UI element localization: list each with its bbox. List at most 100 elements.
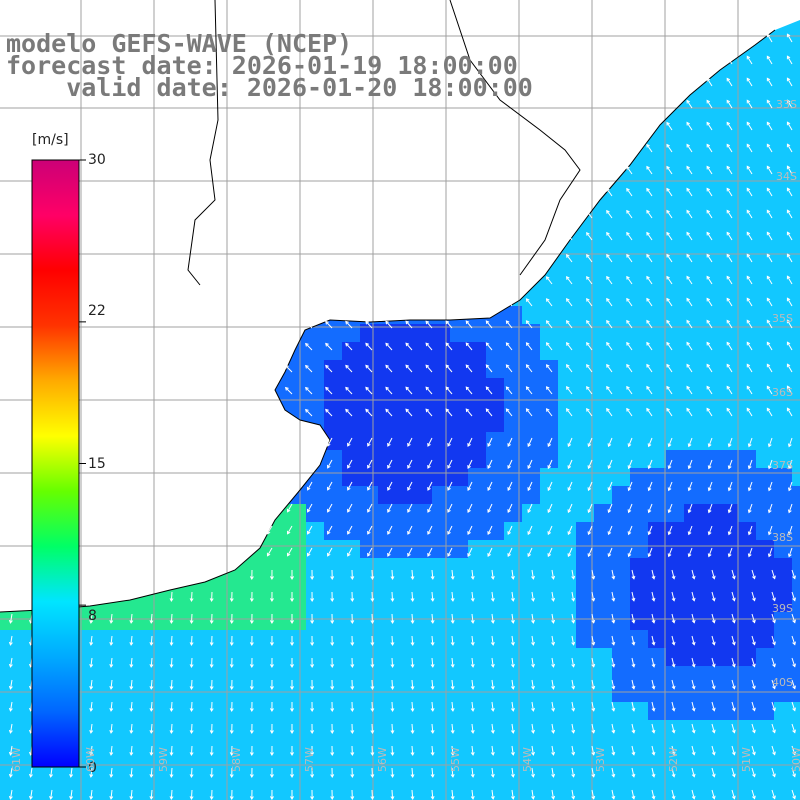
wind-arrow bbox=[190, 635, 193, 646]
wind-speed-cell bbox=[702, 648, 720, 666]
wind-speed-cell bbox=[396, 774, 414, 792]
wind-speed-cell bbox=[684, 216, 702, 234]
wind-arrow-head bbox=[410, 686, 415, 690]
wind-arrow-head bbox=[747, 465, 752, 470]
wind-arrow bbox=[691, 723, 695, 733]
wind-speed-cell bbox=[774, 306, 792, 324]
wind-arrow bbox=[411, 767, 414, 778]
wind-arrow bbox=[411, 591, 414, 602]
wind-speed-cell bbox=[522, 594, 540, 612]
wind-speed-cell bbox=[378, 792, 396, 800]
wind-speed-cell bbox=[792, 306, 800, 324]
wind-arrow bbox=[688, 481, 693, 491]
wind-arrow-head bbox=[606, 209, 610, 214]
wind-speed-cell bbox=[594, 702, 612, 720]
wind-speed-cell bbox=[522, 558, 540, 576]
wind-speed-cell bbox=[630, 270, 648, 288]
wind-speed-cell bbox=[234, 684, 252, 702]
wind-speed-cell bbox=[522, 666, 540, 684]
wind-arrow-head bbox=[325, 320, 329, 325]
wind-arrow bbox=[170, 635, 173, 646]
wind-arrow-head bbox=[571, 641, 576, 646]
wind-arrow bbox=[451, 745, 454, 756]
wind-speed-cell bbox=[486, 360, 504, 378]
wind-arrow-head bbox=[711, 729, 716, 734]
wind-speed-cell bbox=[792, 288, 800, 306]
wind-arrow-head bbox=[450, 730, 455, 734]
wind-arrow bbox=[706, 320, 713, 329]
wind-speed-cell bbox=[504, 450, 522, 468]
wind-speed-cell bbox=[486, 576, 504, 594]
wind-speed-cell bbox=[576, 774, 594, 792]
wind-arrow-head bbox=[525, 298, 530, 302]
wind-arrow-head bbox=[766, 209, 771, 214]
wind-arrow bbox=[746, 210, 753, 219]
wind-speed-cell bbox=[0, 792, 18, 800]
wind-speed-cell bbox=[324, 468, 342, 486]
wind-arrow bbox=[447, 525, 453, 535]
wind-arrow bbox=[150, 789, 153, 800]
wind-arrow-head bbox=[229, 730, 234, 734]
wind-arrow-head bbox=[607, 509, 612, 514]
wind-speed-cell bbox=[414, 342, 432, 360]
wind-speed-cell bbox=[396, 450, 414, 468]
wind-arrow-head bbox=[711, 751, 716, 756]
wind-arrow-head bbox=[430, 620, 435, 624]
wind-speed-cell bbox=[378, 432, 396, 450]
wind-speed-cell bbox=[756, 306, 774, 324]
wind-speed-cell bbox=[756, 558, 774, 576]
wind-speed-cell bbox=[108, 738, 126, 756]
wind-arrow-head bbox=[551, 685, 556, 690]
wind-speed-cell bbox=[666, 558, 684, 576]
wind-arrow-head bbox=[792, 663, 796, 668]
wind-speed-cell bbox=[108, 702, 126, 720]
wind-arrow bbox=[671, 745, 675, 755]
wind-speed-cell bbox=[594, 216, 612, 234]
wind-speed-cell bbox=[738, 234, 756, 252]
wind-arrow-head bbox=[792, 751, 796, 756]
wind-speed-cell bbox=[684, 540, 702, 558]
wind-arrow bbox=[726, 298, 733, 307]
wind-speed-cell bbox=[702, 234, 720, 252]
wind-speed-cell bbox=[468, 648, 486, 666]
wind-arrow-head bbox=[651, 663, 656, 668]
wind-arrow bbox=[90, 767, 93, 777]
wind-arrow bbox=[566, 342, 573, 351]
wind-arrow-head bbox=[430, 664, 435, 668]
wind-arrow-head bbox=[385, 386, 389, 391]
wind-arrow-head bbox=[290, 796, 294, 800]
wind-arrow bbox=[731, 569, 735, 579]
wind-arrow-head bbox=[772, 663, 776, 668]
wind-arrow-head bbox=[347, 530, 351, 535]
wind-arrow bbox=[686, 364, 693, 373]
wind-arrow bbox=[591, 767, 595, 777]
wind-arrow bbox=[631, 635, 635, 645]
lon-label: 53W bbox=[594, 747, 607, 772]
wind-speed-cell bbox=[738, 738, 756, 756]
wind-arrow-head bbox=[686, 231, 690, 236]
wind-arrow-head bbox=[410, 620, 415, 624]
wind-arrow-head bbox=[109, 752, 114, 756]
wind-arrow-head bbox=[772, 707, 776, 712]
wind-arrow bbox=[130, 635, 133, 646]
wind-speed-cell bbox=[738, 558, 756, 576]
wind-speed-cell bbox=[144, 720, 162, 738]
wind-arrow bbox=[651, 613, 655, 623]
wind-arrow-head bbox=[547, 553, 552, 558]
wind-arrow bbox=[686, 166, 693, 175]
wind-arrow bbox=[431, 789, 434, 800]
wind-arrow bbox=[9, 789, 13, 799]
wind-speed-cell bbox=[432, 522, 450, 540]
wind-arrow-head bbox=[667, 465, 672, 470]
wind-speed-cell bbox=[684, 522, 702, 540]
wind-arrow-head bbox=[627, 443, 632, 448]
wind-speed-cell bbox=[558, 720, 576, 738]
wind-arrow-head bbox=[129, 796, 134, 800]
wind-arrow bbox=[651, 569, 655, 579]
wind-speed-cell bbox=[540, 792, 558, 800]
wind-arrow-head bbox=[671, 597, 676, 602]
wind-arrow bbox=[731, 679, 735, 689]
wind-arrow-head bbox=[407, 508, 411, 513]
wind-arrow bbox=[30, 789, 33, 799]
wind-arrow-head bbox=[531, 729, 535, 734]
